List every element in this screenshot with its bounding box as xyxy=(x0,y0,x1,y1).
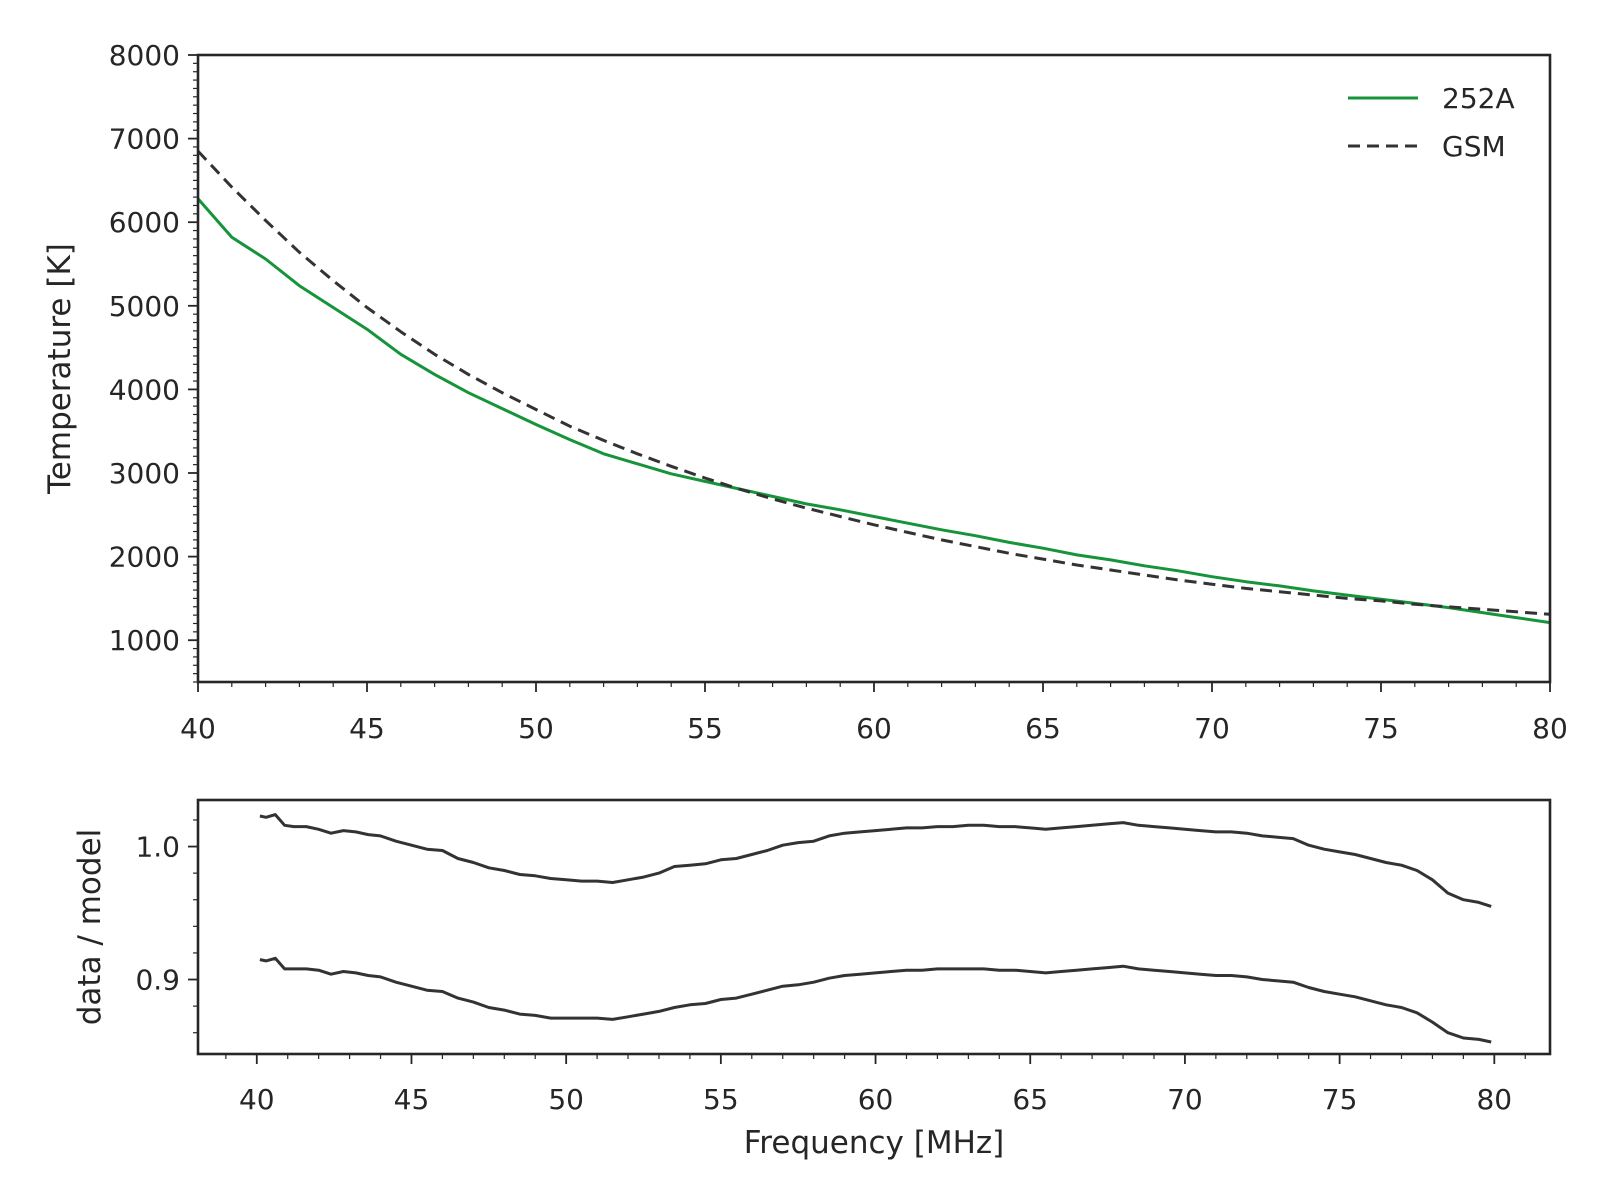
top-x-ticks: 40 45 50 55 60 65 70 75 80 xyxy=(180,682,1568,745)
top-y-tick-label: 8000 xyxy=(109,39,180,72)
top-series-line-gsm xyxy=(196,150,1551,616)
bottom-y-ticks: 0.9 1.0 xyxy=(135,819,198,1034)
ratio-panel: 40 45 50 55 60 65 70 75 80 0.9 1.0 data / model F… xyxy=(72,798,1552,1161)
top-y-tick-label: 2000 xyxy=(109,541,180,574)
top-y-ticks: 1000 2000 3000 4000 5000 6000 7000 8000 xyxy=(109,39,198,683)
top-x-tick-label: 75 xyxy=(1363,712,1399,745)
bottom-x-tick-label: 50 xyxy=(548,1083,584,1116)
bottom-plot-frame xyxy=(196,798,1552,1056)
bottom-x-tick-label: 65 xyxy=(1012,1083,1048,1116)
legend: 252A GSM xyxy=(1348,82,1515,163)
bottom-x-tick-label: 60 xyxy=(858,1083,894,1116)
top-x-tick-label: 80 xyxy=(1532,712,1568,745)
bottom-x-tick-label: 75 xyxy=(1322,1083,1358,1116)
bottom-y-axis-label: data / model xyxy=(72,829,108,1026)
bottom-y-tick-label: 1.0 xyxy=(135,831,180,864)
bottom-x-tick-label: 70 xyxy=(1167,1083,1203,1116)
legend-label-252A: 252A xyxy=(1442,82,1515,115)
bottom-x-tick-label: 80 xyxy=(1476,1083,1512,1116)
bottom-y-tick-label: 0.9 xyxy=(135,964,180,997)
bottom-x-tick-label: 40 xyxy=(239,1083,275,1116)
top-x-tick-label: 70 xyxy=(1194,712,1230,745)
top-y-tick-label: 5000 xyxy=(109,290,180,323)
bottom-series-line-2 xyxy=(259,956,1492,1044)
top-x-tick-label: 65 xyxy=(1025,712,1061,745)
temperature-panel: 40 45 50 55 60 65 70 75 80 1000 2000 3000 4000 5000 6… xyxy=(42,39,1568,745)
bottom-x-tick-label: 55 xyxy=(703,1083,739,1116)
bottom-x-tick-label: 45 xyxy=(394,1083,430,1116)
top-y-tick-label: 6000 xyxy=(109,206,180,239)
bottom-x-axis-label: Frequency [MHz] xyxy=(744,1125,1005,1161)
top-y-axis-label: Temperature [K] xyxy=(42,243,78,495)
top-x-tick-label: 40 xyxy=(180,712,216,745)
bottom-x-ticks: 40 45 50 55 60 65 70 75 80 xyxy=(225,1054,1526,1116)
top-x-tick-label: 50 xyxy=(518,712,554,745)
top-y-tick-label: 3000 xyxy=(109,457,180,490)
top-x-tick-label: 45 xyxy=(349,712,385,745)
top-y-tick-label: 1000 xyxy=(109,624,180,657)
bottom-series-line-1 xyxy=(259,813,1492,908)
temperature-series-layer xyxy=(196,150,1551,625)
top-y-tick-label: 4000 xyxy=(109,373,180,406)
top-series-line-252a xyxy=(196,197,1551,625)
ratio-series-layer xyxy=(259,813,1492,1044)
top-plot-frame xyxy=(196,53,1552,684)
top-x-tick-label: 60 xyxy=(856,712,892,745)
top-y-tick-label: 7000 xyxy=(109,123,180,156)
top-x-tick-label: 55 xyxy=(687,712,723,745)
legend-label-gsm: GSM xyxy=(1442,130,1506,163)
